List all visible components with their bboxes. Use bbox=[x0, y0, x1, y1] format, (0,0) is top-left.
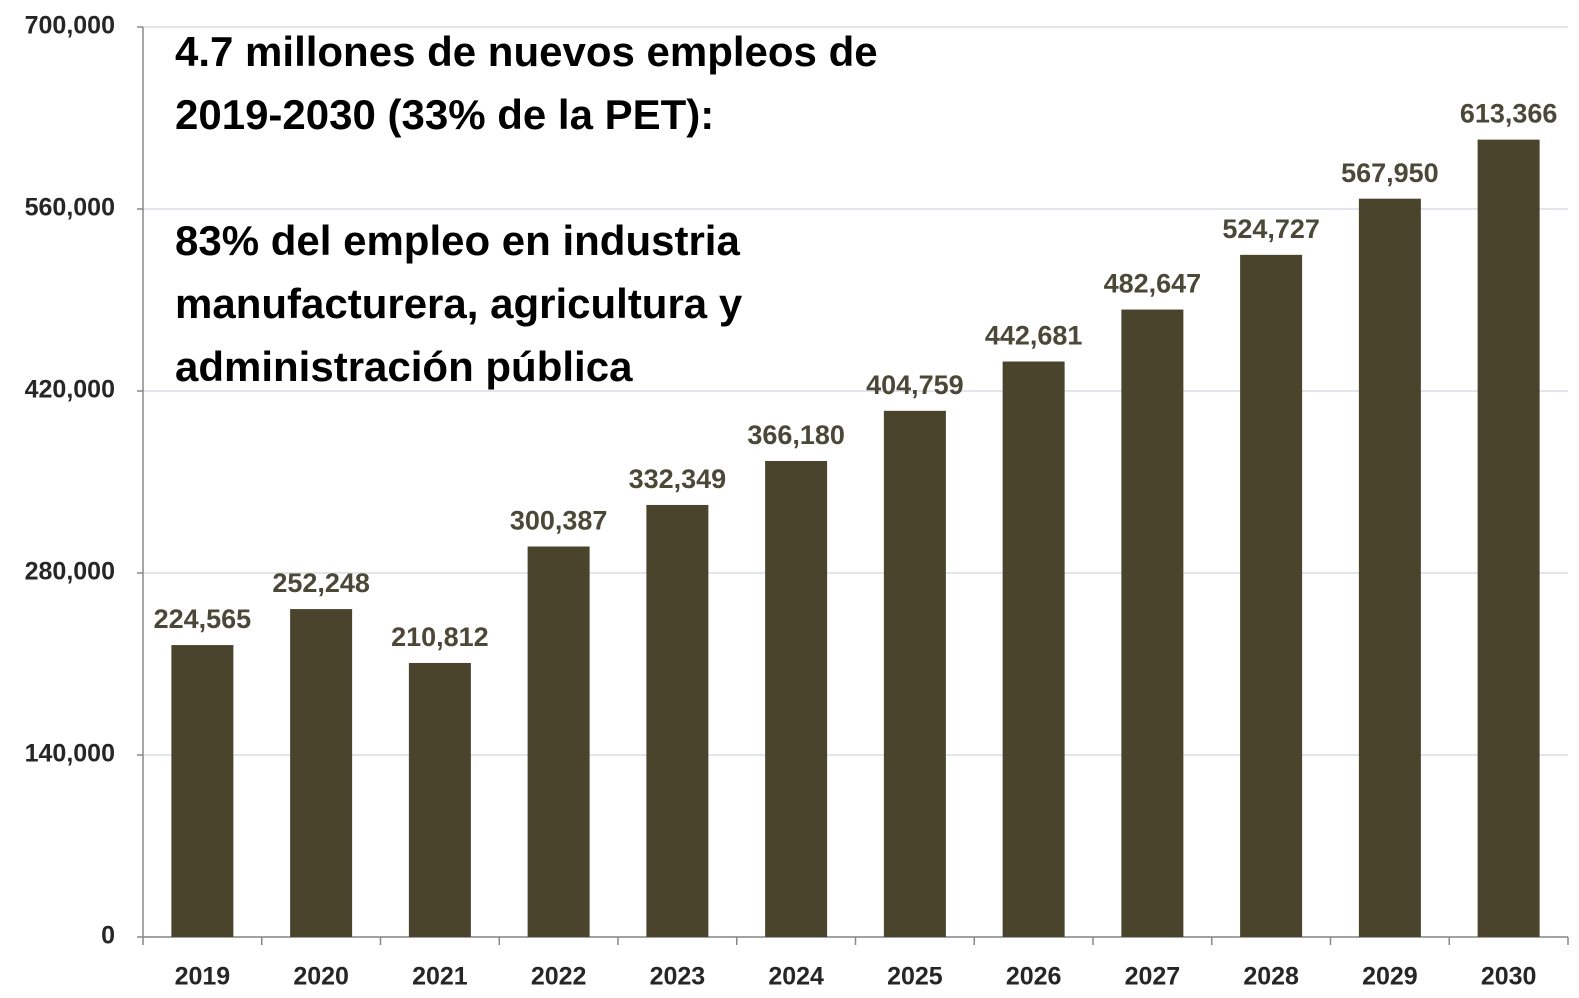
bar bbox=[1240, 254, 1303, 937]
value-label: 482,647 bbox=[1104, 269, 1202, 299]
bar bbox=[1002, 361, 1065, 937]
annotation: 2019-2030 (33% de la PET): bbox=[175, 91, 714, 138]
x-tick-label: 2021 bbox=[412, 963, 468, 991]
x-tick-label: 2020 bbox=[293, 963, 349, 991]
bar bbox=[1358, 198, 1421, 938]
y-tick-label: 420,000 bbox=[25, 376, 115, 404]
y-tick-label: 0 bbox=[101, 922, 115, 950]
x-tick-label: 2022 bbox=[531, 963, 587, 991]
annotation: 4.7 millones de nuevos empleos de bbox=[175, 28, 878, 75]
x-tick-label: 2027 bbox=[1125, 963, 1181, 991]
bar bbox=[646, 504, 709, 937]
bar bbox=[765, 460, 828, 937]
y-tick-label: 700,000 bbox=[25, 12, 115, 40]
x-tick-label: 2026 bbox=[1006, 963, 1062, 991]
value-label: 613,366 bbox=[1460, 99, 1558, 129]
bar bbox=[408, 662, 471, 937]
x-tick-label: 2023 bbox=[650, 963, 706, 991]
annotation: administración pública bbox=[175, 343, 633, 390]
value-label: 366,180 bbox=[747, 420, 845, 450]
x-tick-label: 2028 bbox=[1243, 963, 1299, 991]
x-tick-label: 2019 bbox=[175, 963, 231, 991]
value-label: 404,759 bbox=[866, 370, 964, 400]
bar bbox=[1477, 139, 1540, 937]
x-tick-label: 2029 bbox=[1362, 963, 1418, 991]
bar bbox=[171, 645, 234, 937]
bar bbox=[1121, 309, 1184, 937]
x-tick-label: 2024 bbox=[768, 963, 824, 991]
value-label: 524,727 bbox=[1222, 214, 1320, 244]
value-label: 300,387 bbox=[510, 506, 608, 536]
x-tick-label: 2025 bbox=[887, 963, 943, 991]
annotation: manufacturera, agricultura y bbox=[175, 280, 743, 327]
y-tick-label: 280,000 bbox=[25, 558, 115, 586]
value-label: 252,248 bbox=[272, 568, 370, 598]
value-label: 442,681 bbox=[985, 321, 1083, 351]
x-tick-label: 2030 bbox=[1481, 963, 1537, 991]
annotation: 83% del empleo en industria bbox=[175, 217, 740, 264]
value-label: 567,950 bbox=[1341, 158, 1439, 188]
value-label: 224,565 bbox=[154, 604, 252, 634]
bar bbox=[527, 546, 590, 937]
bar bbox=[290, 609, 353, 937]
value-label: 332,349 bbox=[629, 464, 727, 494]
y-tick-label: 140,000 bbox=[25, 740, 115, 768]
value-label: 210,812 bbox=[391, 622, 489, 652]
bar bbox=[883, 410, 946, 937]
y-tick-label: 560,000 bbox=[25, 194, 115, 222]
